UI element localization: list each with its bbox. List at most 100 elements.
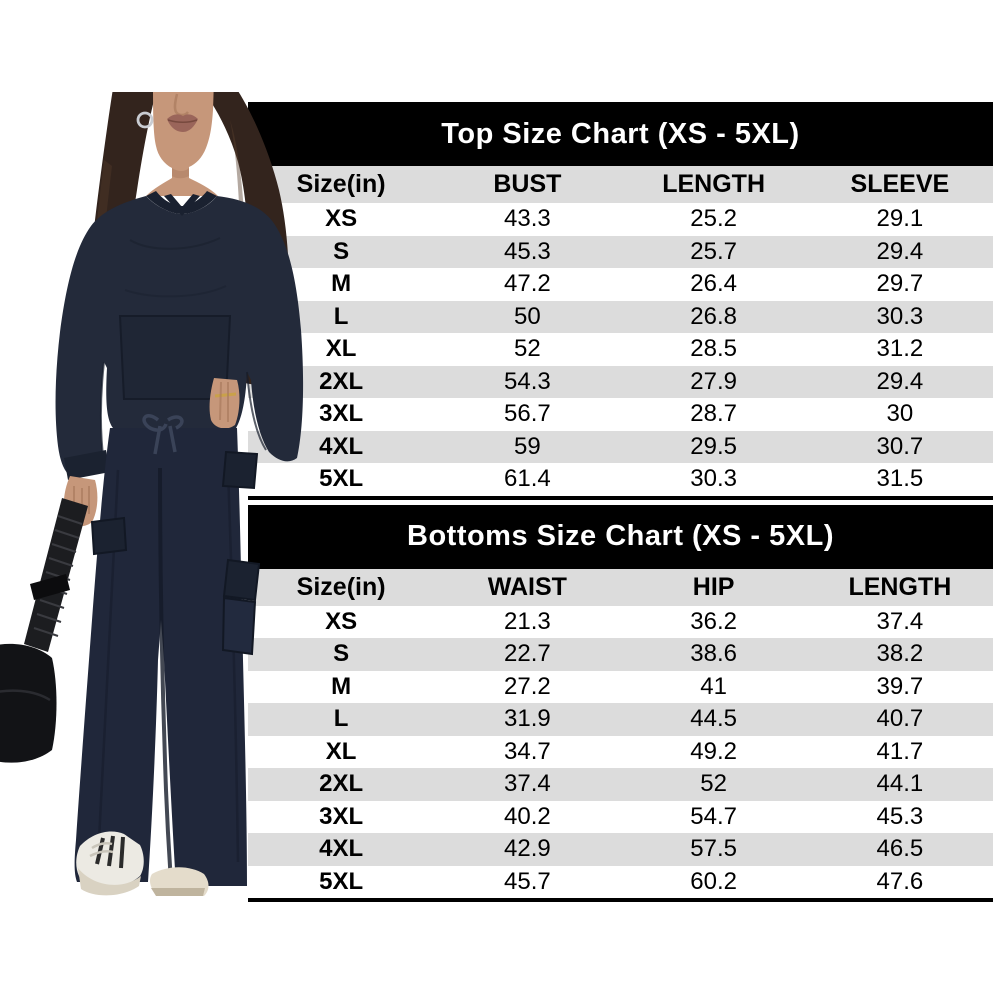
bag-buckle (30, 574, 70, 600)
table-cell: 25.2 (690, 205, 737, 233)
table-cell: 61.4 (504, 465, 551, 493)
table-cell: WAIST (487, 572, 567, 601)
table-cell: 37.4 (504, 770, 551, 798)
table-cell: 60.2 (690, 867, 737, 895)
table-cell: 29.5 (690, 432, 737, 460)
hoop-earring-icon (136, 111, 154, 129)
table-cell: 41 (700, 672, 727, 700)
table-cell: XL (325, 737, 357, 765)
table-cell: 27.2 (504, 672, 551, 700)
table-row: XL 52 28.5 31.2 (248, 333, 993, 366)
table-cell: 50 (514, 302, 541, 330)
table-cell: 21.3 (504, 607, 551, 635)
table-cell: XL (325, 335, 357, 363)
table-row: M 47.2 26.4 29.7 (248, 268, 993, 301)
table-cell: 28.5 (690, 335, 737, 363)
table-row: 5XL 45.7 60.2 47.6 (248, 865, 993, 898)
table-cell: 3XL (319, 802, 364, 830)
table-cell: L (333, 302, 349, 330)
table-cell: 47.2 (504, 270, 551, 298)
size-charts: Top Size Chart (XS - 5XL) Size(in) BUST LE… (248, 102, 993, 902)
bottoms-size-chart: Bottoms Size Chart (XS - 5XL) Size(in) WA… (248, 504, 993, 902)
table-cell: 30 (886, 400, 914, 428)
table-cell: 57.5 (690, 835, 737, 863)
hood-collar (146, 191, 217, 214)
table-cell: 45.3 (876, 802, 924, 830)
table-cell: 28.7 (690, 400, 737, 428)
table-cell: BUST (493, 170, 562, 198)
table-cell: 44.5 (690, 705, 737, 733)
table-cell: 30.3 (690, 465, 737, 493)
table-cell: 2XL (319, 367, 364, 395)
bag-body (0, 643, 57, 763)
table-cell: 45.7 (504, 867, 551, 895)
table-cell: 54.7 (690, 802, 737, 830)
table-row: 3XL 56.7 28.7 30 (248, 398, 993, 431)
drawstring-bow (142, 414, 184, 455)
table-cell: 5XL (319, 867, 364, 895)
kangaroo-pocket (118, 315, 232, 400)
table-cell: 27.9 (690, 367, 737, 395)
table-cell: M (331, 270, 352, 298)
table-cell: S (333, 640, 350, 668)
table-row: XL 34.7 49.2 41.7 (248, 735, 993, 768)
table-cell: LENGTH (662, 170, 766, 198)
table-cell: 31.9 (504, 705, 551, 733)
table-cell: XS (325, 205, 358, 233)
table-header-row: Size(in) BUST LENGTH SLEEVE (248, 166, 993, 203)
table-cell: 29.4 (876, 367, 924, 395)
top-size-chart: Top Size Chart (XS - 5XL) Size(in) BUST LE… (248, 102, 993, 500)
table-cell: 4XL (319, 835, 364, 863)
table-cell: HIP (692, 572, 735, 601)
table-cell: 4XL (319, 432, 364, 460)
table-cell: 49.2 (690, 737, 737, 765)
table-cell: 40.7 (876, 705, 924, 733)
sneaker-left (76, 831, 144, 896)
bottoms-size-chart-table: Size(in) WAIST HIP LENGTH XS 21.3 36.2 37.4 S 22.… (248, 568, 993, 902)
table-cell: LENGTH (848, 572, 952, 601)
cargo-pocket-flap (90, 516, 128, 556)
lips (167, 114, 198, 132)
photo-crop-band (0, 0, 1000, 92)
bag-strap (24, 498, 88, 652)
table-cell: 3XL (319, 400, 364, 428)
table-cell: 30.3 (876, 302, 924, 330)
right-hand (209, 378, 240, 429)
table-cell: 29.7 (876, 270, 924, 298)
table-row: 2XL 37.4 52 44.1 (248, 768, 993, 801)
table-cell: 47.6 (876, 867, 924, 895)
table-row: S 22.7 38.6 38.2 (248, 638, 993, 671)
table-cell: 56.7 (504, 400, 551, 428)
table-cell: 39.7 (876, 672, 924, 700)
table-cell: 38.2 (876, 640, 924, 668)
table-row: 5XL 61.4 30.3 31.5 (248, 463, 993, 496)
table-cell: 31.5 (876, 465, 924, 493)
table-cell: 40.2 (504, 802, 551, 830)
table-cell: 2XL (319, 770, 364, 798)
table-cell: 52 (514, 335, 541, 363)
table-cell: 25.7 (690, 237, 737, 265)
table-cell: 22.7 (504, 640, 551, 668)
table-cell: 26.8 (690, 302, 737, 330)
table-cell: 41.7 (876, 737, 924, 765)
table-cell: M (331, 672, 352, 700)
table-cell: 36.2 (690, 607, 737, 635)
table-row: L 31.9 44.5 40.7 (248, 703, 993, 736)
table-cell: 30.7 (876, 432, 924, 460)
table-header-row: Size(in) WAIST HIP LENGTH (248, 568, 993, 606)
table-row: XS 43.3 25.2 29.1 (248, 203, 993, 236)
table-cell: 44.1 (876, 770, 924, 798)
table-row: L 50 26.8 30.3 (248, 300, 993, 333)
table-cell: XS (325, 607, 358, 635)
table-cell: SLEEVE (850, 170, 950, 198)
table-cell: 31.2 (876, 335, 924, 363)
sneaker-right (149, 867, 209, 896)
table-cell: 46.5 (876, 835, 924, 863)
shoulder-bag (0, 498, 88, 763)
table-cell: 59 (514, 432, 541, 460)
top-size-chart-title: Top Size Chart (XS - 5XL) (248, 102, 993, 166)
table-cell: 52 (700, 770, 727, 798)
nose (173, 93, 189, 117)
table-cell: 42.9 (504, 835, 551, 863)
